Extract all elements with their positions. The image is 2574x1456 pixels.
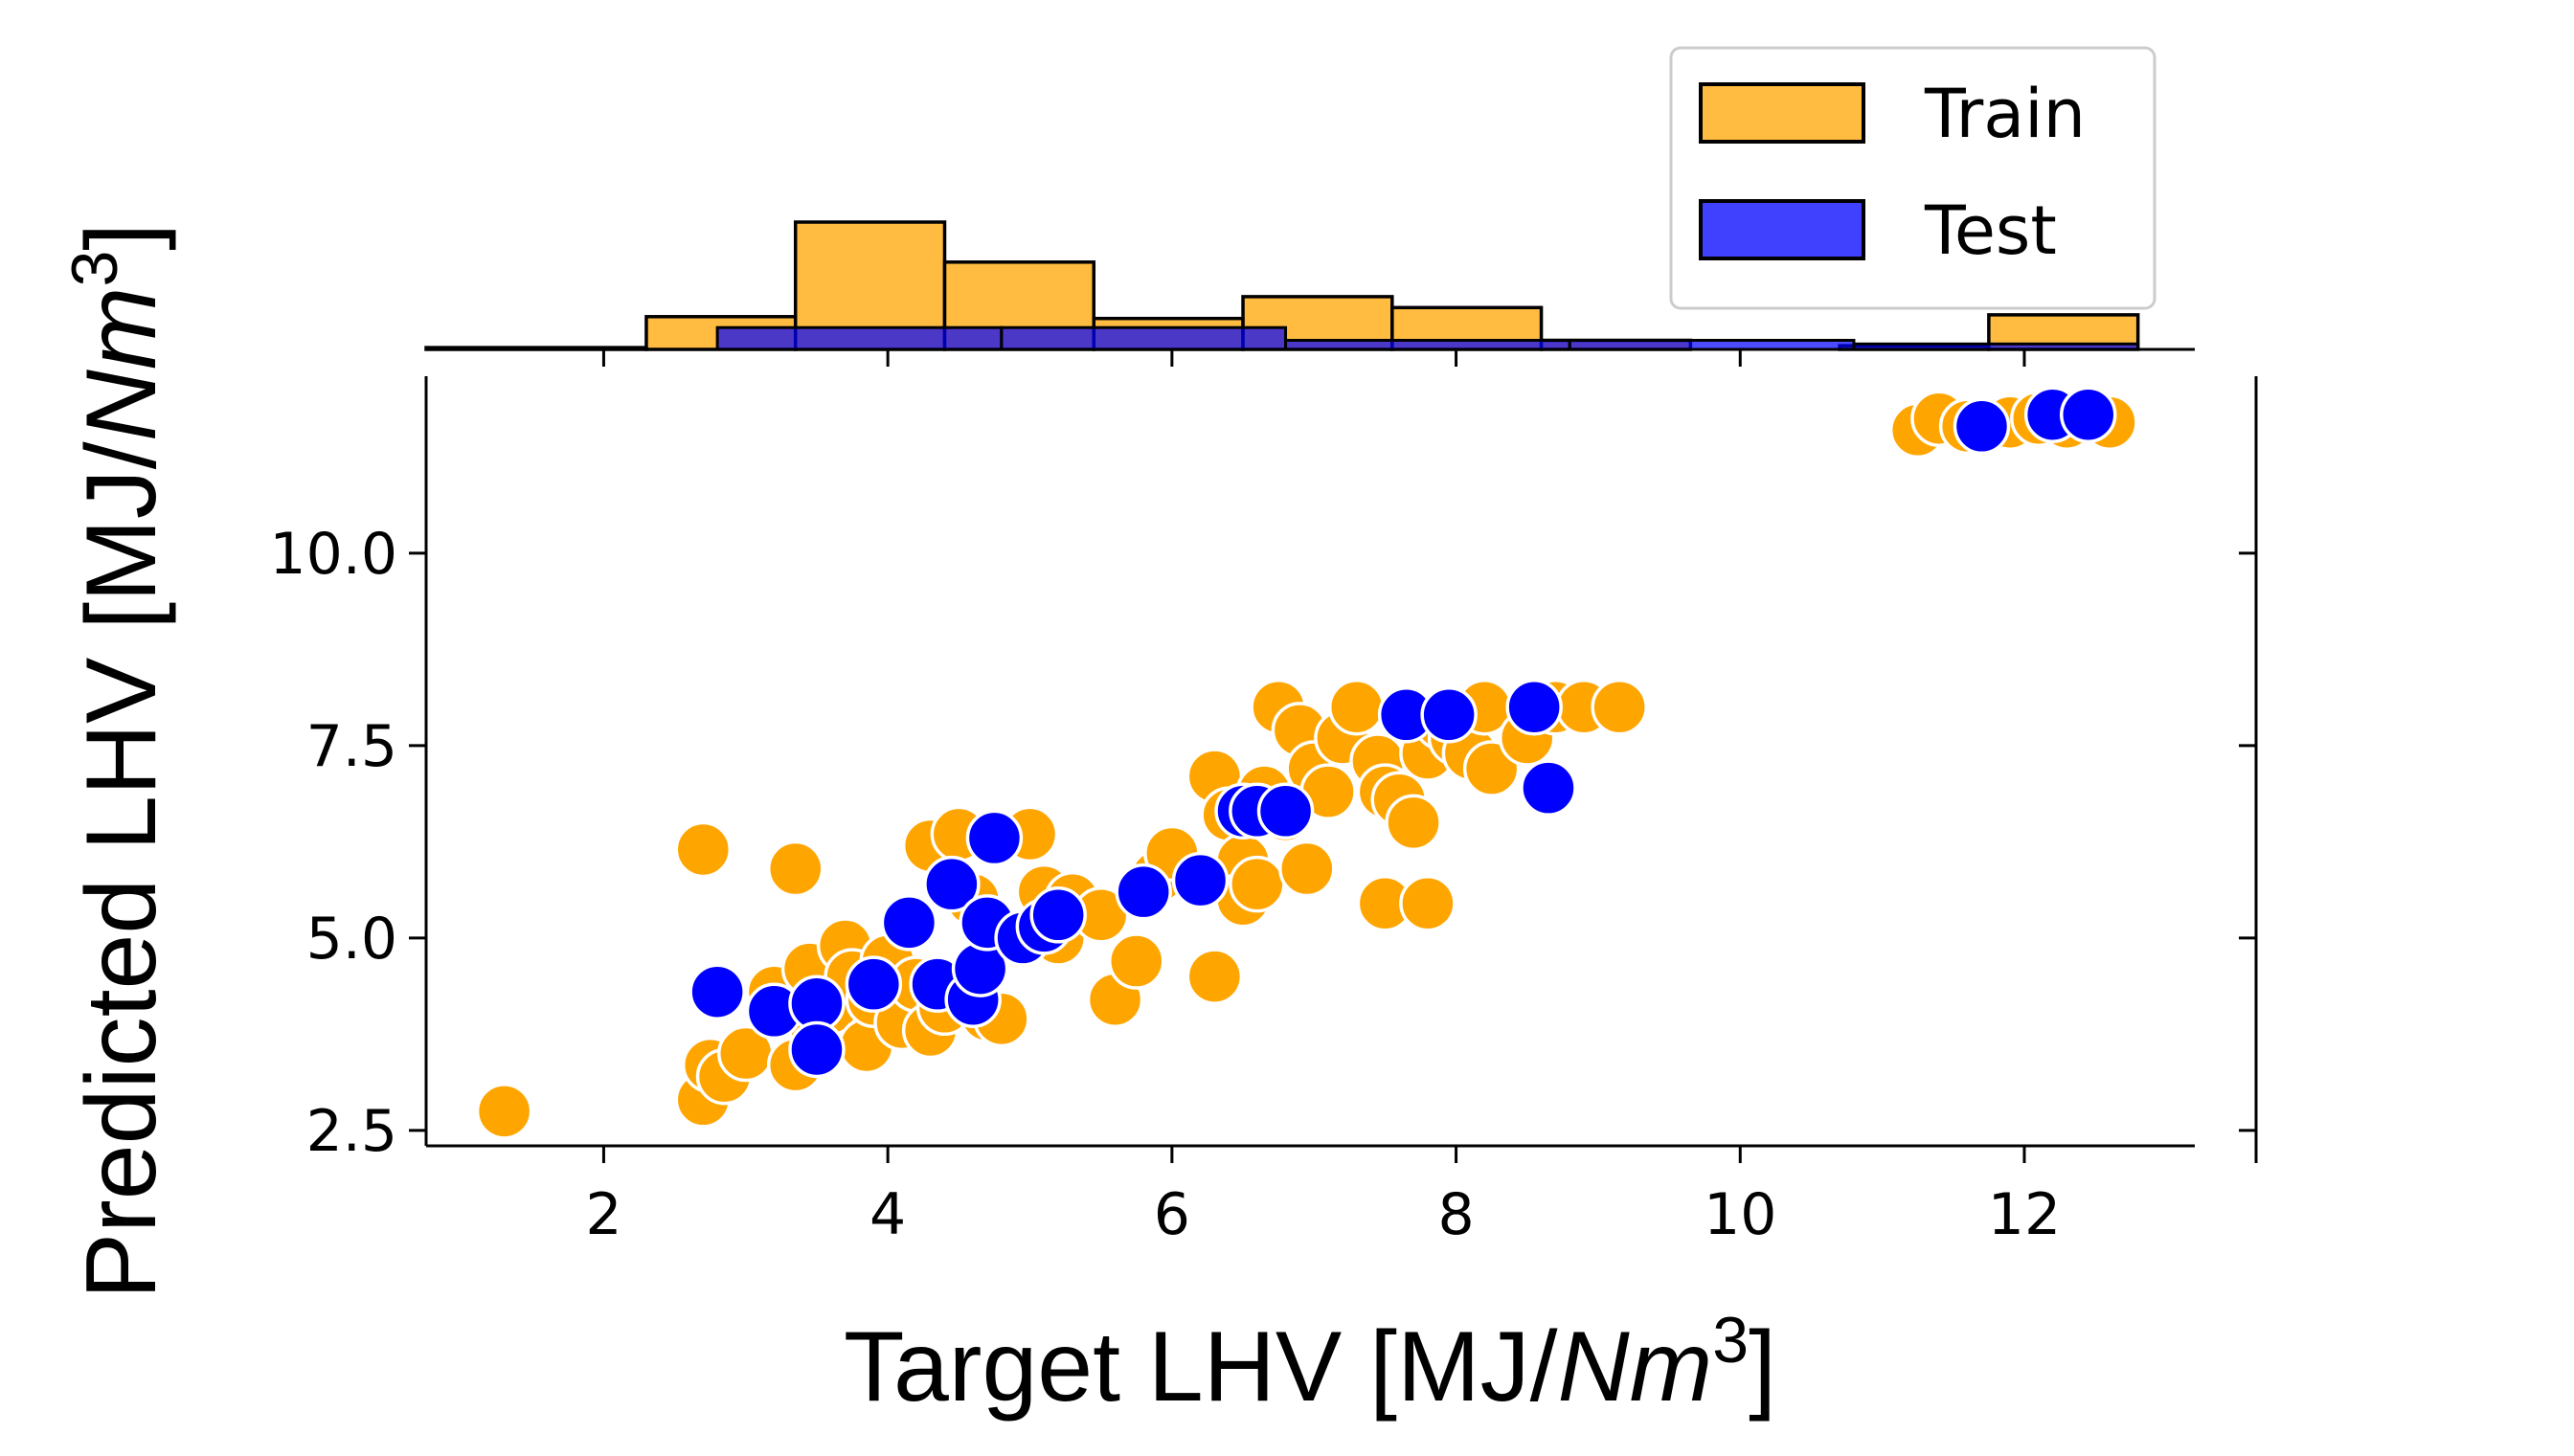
histogram-bar-test: [715, 325, 1004, 351]
train-point: [475, 1083, 533, 1140]
test-point: [1953, 397, 2011, 456]
test-point: [2059, 386, 2117, 443]
test-point: [1505, 678, 1563, 736]
test-point: [965, 809, 1024, 867]
legend: Train Test: [1669, 46, 2156, 310]
y-tick-label: 10.0: [269, 521, 397, 588]
x-tick-label: 2: [585, 1181, 621, 1248]
train-point: [766, 840, 824, 898]
test-point: [845, 955, 903, 1013]
legend-swatch-test: [1699, 199, 1865, 260]
legend-label-train: Train: [1924, 75, 2086, 153]
x-axis-title: Target LHV [MJ/Nm3]: [844, 1304, 1776, 1422]
histogram-bar-test: [1000, 325, 1288, 351]
train-point: [1591, 678, 1648, 736]
train-point: [1327, 678, 1386, 736]
test-point: [1520, 759, 1577, 817]
test-point: [1171, 851, 1230, 909]
x-ticks: 2 4 6 8 10 12: [585, 349, 2061, 1248]
x-tick-label: 12: [1988, 1181, 2061, 1248]
top-histogram: [424, 220, 2140, 351]
train-point: [1399, 874, 1456, 932]
y-ticks: 2.5 5.0 7.5 10.0: [269, 521, 2258, 1165]
x-tick-label: 4: [869, 1181, 906, 1248]
y-tick-label: 5.0: [306, 906, 397, 973]
train-point: [1278, 840, 1336, 898]
x-tick-label: 10: [1704, 1181, 1776, 1248]
train-point: [1385, 794, 1442, 852]
train-point: [1108, 932, 1165, 990]
test-point: [1420, 686, 1478, 744]
scatter-points: [475, 386, 2138, 1140]
test-point: [880, 894, 938, 952]
test-point: [788, 1020, 846, 1079]
y-axis-title: Predicted LHV [MJ/Nm3]: [58, 223, 177, 1299]
test-point: [689, 963, 746, 1020]
train-point: [1185, 948, 1244, 1005]
x-tick-label: 6: [1154, 1181, 1190, 1248]
train-point: [1229, 855, 1286, 913]
y-tick-label: 2.5: [306, 1098, 397, 1165]
test-point: [1029, 886, 1087, 944]
x-tick-label: 8: [1437, 1181, 1474, 1248]
y-tick-label: 7.5: [306, 713, 397, 780]
legend-swatch-train: [1699, 82, 1865, 144]
train-point: [674, 820, 733, 879]
test-point: [1256, 782, 1315, 840]
test-point: [923, 855, 981, 913]
legend-label-test: Test: [1924, 191, 2057, 270]
test-point: [1115, 862, 1172, 921]
